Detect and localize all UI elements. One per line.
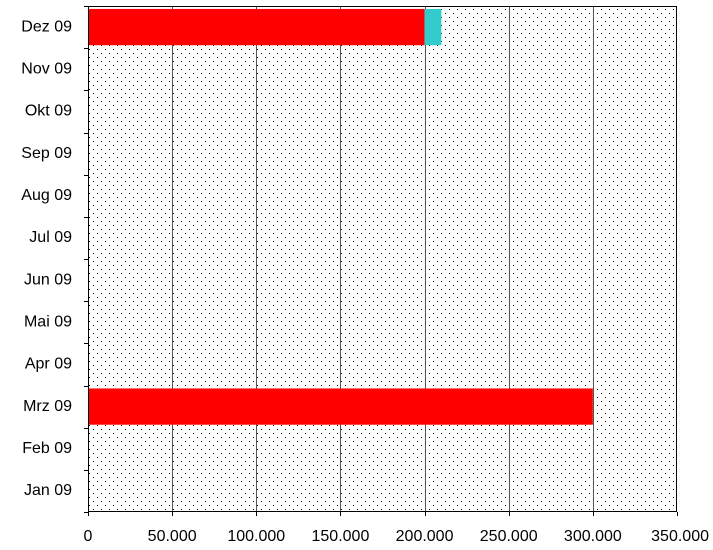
bar-dez-09-series-2 (424, 8, 442, 46)
y-axis: Jan 09 Feb 09 Mrz 09 Apr 09 Mai 09 Jun 09 Jul … (21, 6, 89, 513)
gridlines (172, 6, 594, 512)
x-tick-label: 300.000 (564, 528, 622, 545)
x-tick-label: 250.000 (480, 528, 538, 545)
x-tick-label: 150.000 (312, 528, 370, 545)
bars (88, 8, 593, 425)
x-axis: 0 50.000 100.000 150.000 200.000 250.000 300.0… (84, 511, 709, 545)
y-tick-label: Feb 09 (22, 440, 72, 457)
bar-dez-09-series-1 (88, 8, 425, 46)
y-tick-label: Okt 09 (25, 103, 72, 120)
plot-area (88, 6, 677, 512)
y-tick-label: Mrz 09 (23, 398, 72, 415)
y-tick-label: Sep 09 (21, 145, 72, 162)
x-tick-label: 50.000 (148, 528, 197, 545)
y-tick-label: Aug 09 (21, 187, 72, 204)
x-tick-label: 100.000 (227, 528, 285, 545)
x-tick-label: 0 (84, 528, 93, 545)
y-tick-label: Mai 09 (24, 313, 72, 330)
y-tick-label: Jun 09 (24, 271, 72, 288)
y-tick-label: Apr 09 (25, 356, 72, 373)
x-tick-label: 350.000 (651, 528, 709, 545)
y-tick-label: Jul 09 (29, 229, 72, 246)
y-tick-label: Jan 09 (24, 482, 72, 499)
y-tick-label: Dez 09 (21, 18, 72, 35)
y-tick-label: Nov 09 (21, 60, 72, 77)
x-tick-label: 200.000 (396, 528, 454, 545)
bar-mrz-09-series-1 (88, 388, 593, 425)
